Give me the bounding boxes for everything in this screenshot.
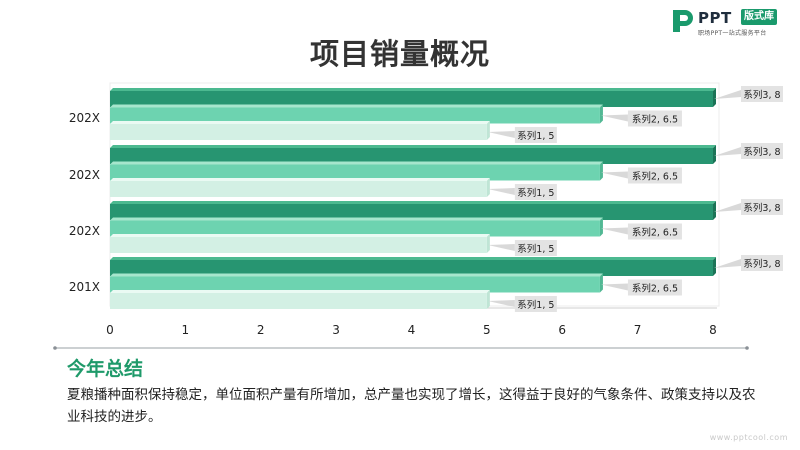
bar-side-face [713,88,716,107]
bar-side-face [713,257,716,276]
category-label: 202X [69,111,100,125]
bar-side-face [486,290,490,309]
bar [110,237,487,253]
data-label-box [627,110,682,127]
data-label-box [741,255,783,271]
x-tick-label: 5 [483,323,491,337]
x-tick-label: 4 [408,323,416,337]
brand-logo: PPT 版式库 职场PPT一站式服务平台 [670,6,790,38]
x-tick-label: 8 [709,323,717,337]
bar-top-face [110,104,603,108]
summary-body: 夏粮播种面积保持稳定，单位面积产量有所增加，总产量也实现了增长，这得益于良好的气… [67,387,756,425]
bar-top-face [110,290,490,293]
x-tick-label: 7 [634,323,642,337]
data-label-pointer [714,90,741,99]
data-label: 系列1, 5 [517,243,554,255]
x-tick-label: 1 [182,323,190,337]
data-label: 系列1, 5 [517,187,554,199]
bar [110,181,487,197]
data-label: 系列3, 8 [743,146,780,158]
bar-top-face [110,217,603,221]
data-label-box [514,296,557,312]
summary-title: 今年总结 [67,358,144,380]
bar-side-face [713,201,716,220]
bar [110,164,600,181]
logo-brand-text: PPT [698,9,732,27]
bar [110,148,713,164]
category-label: 201X [69,280,100,294]
data-label: 系列3, 8 [743,258,780,270]
data-label-box [627,279,682,296]
data-label: 系列1, 5 [517,299,554,311]
bar-top-face [110,88,716,91]
data-label-pointer [600,283,628,291]
logo-badge: 版式库 [741,9,777,25]
bar-side-face [713,145,716,164]
data-label-box [627,167,682,184]
bar [110,204,713,220]
bar-side-face [486,178,490,197]
bar-top-face [110,178,490,181]
data-label-box [741,86,783,102]
ppt-logo-icon [673,10,693,32]
x-tick-label: 2 [257,323,265,337]
category-label: 202X [69,224,100,238]
bar [110,220,600,237]
bar [110,260,713,276]
data-label: 系列1, 5 [517,130,554,142]
bar [110,107,600,124]
bar-top-face [110,273,603,277]
data-label-pointer [487,188,515,195]
data-label-pointer [714,147,741,156]
data-label-pointer [714,203,741,212]
bar-side-face [486,121,490,140]
data-label-box [627,223,682,240]
category-label: 202X [69,168,100,182]
bar-side-face [599,273,603,293]
bar-top-face [110,257,716,260]
data-label-box [514,240,557,256]
data-label: 系列2, 6.5 [632,227,678,239]
data-label: 系列3, 8 [743,202,780,214]
bar [110,293,487,309]
bar-top-face [110,145,716,148]
logo-tagline: 职场PPT一站式服务平台 [698,30,767,37]
data-label: 系列2, 6.5 [632,283,678,295]
data-label: 系列2, 6.5 [632,114,678,126]
bar-top-face [110,201,716,204]
bar-top-face [110,234,490,237]
data-label: 系列2, 6.5 [632,171,678,183]
data-label-pointer [600,114,628,122]
data-label-box [514,184,557,200]
bar [110,276,600,293]
bar [110,91,713,107]
bar-side-face [486,234,490,253]
data-label-box [741,143,783,159]
divider-dot [53,346,57,350]
data-label-pointer [600,227,628,235]
bar [110,124,487,140]
bar-side-face [599,104,603,124]
data-label-pointer [487,131,515,138]
bar-top-face [110,161,603,165]
bar-top-face [110,121,490,124]
bar-side-face [599,217,603,237]
data-label-box [514,127,557,143]
data-label-pointer [487,244,515,251]
bar-side-face [599,161,603,181]
data-label-pointer [600,171,628,179]
x-tick-label: 3 [332,323,340,337]
x-tick-label: 6 [558,323,566,337]
divider-dot [745,346,749,350]
data-label: 系列3, 8 [743,89,780,101]
data-label-pointer [714,259,741,268]
page-title: 项目销量概况 [309,37,490,71]
data-label-box [741,199,783,215]
data-label-pointer [487,300,515,307]
x-tick-label: 0 [106,323,114,337]
watermark: www.pptcool.com [709,433,788,442]
